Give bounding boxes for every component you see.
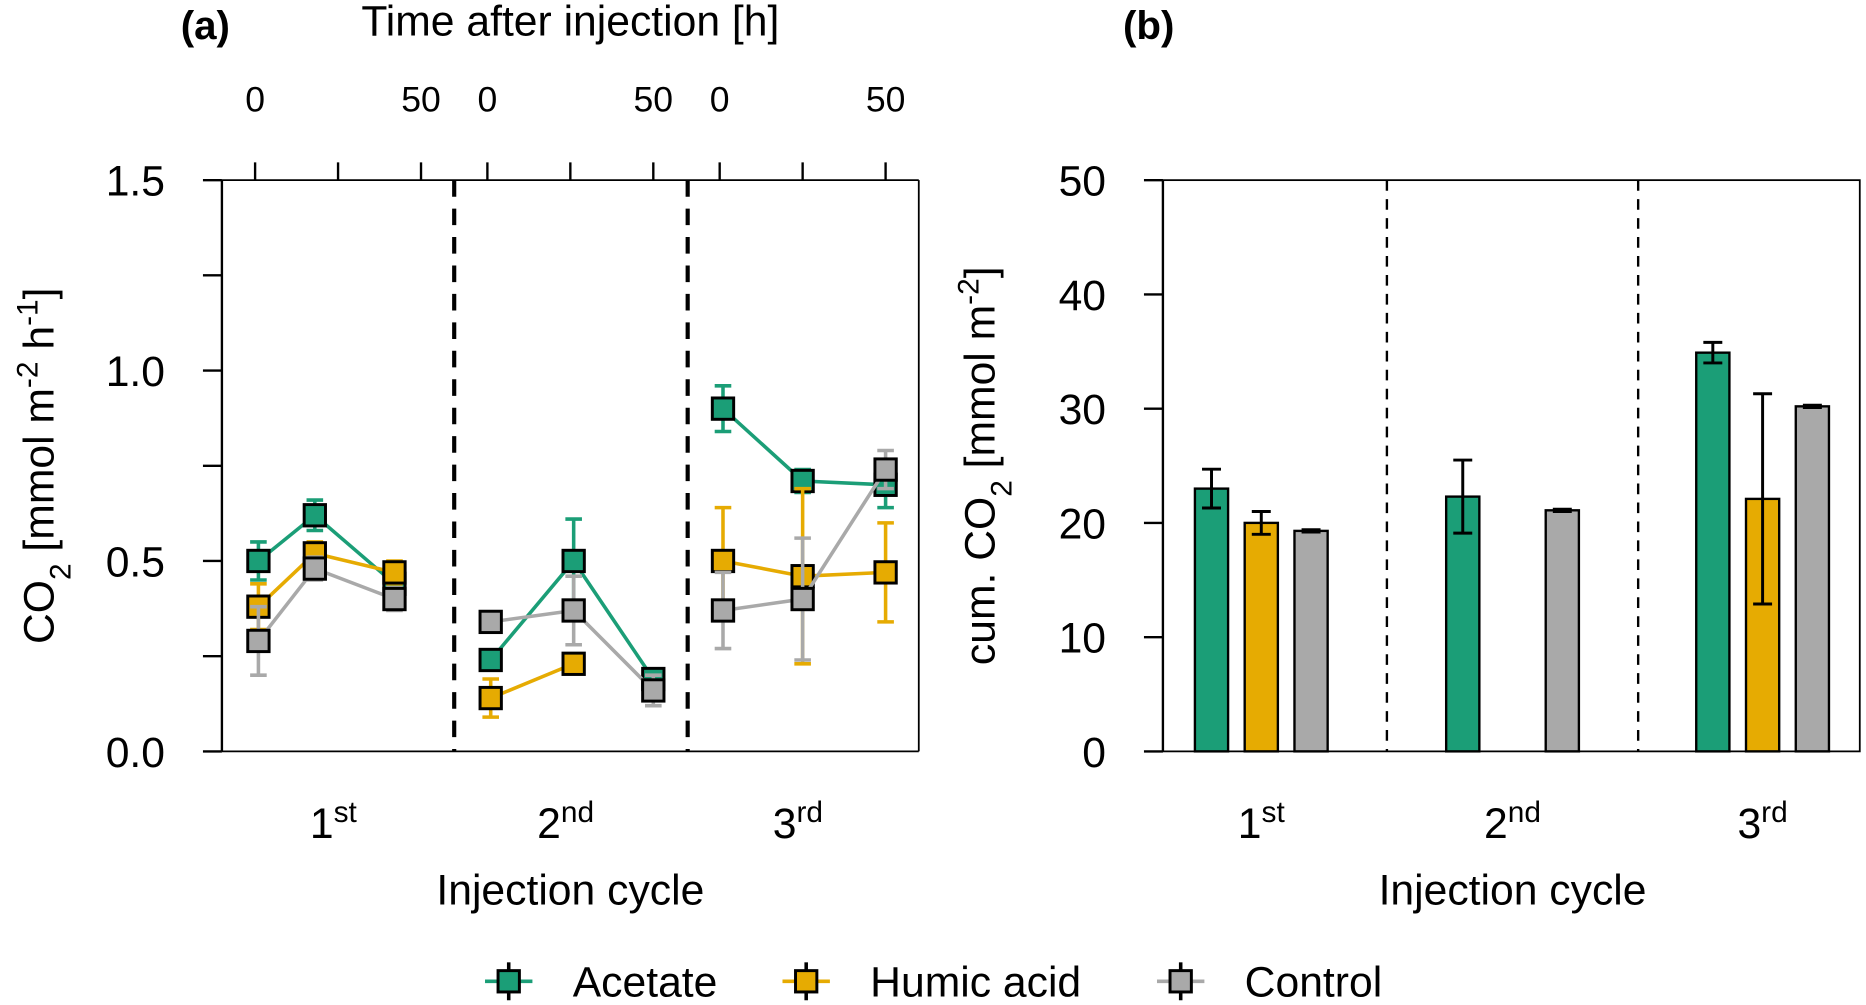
cycle-label-b-part: rd — [1761, 795, 1788, 828]
axis-title-part: [mmol m — [957, 305, 1005, 480]
data-point-acetate — [302, 503, 327, 528]
cycle-label-a: 1st — [310, 795, 358, 848]
y-tick-label-b: 20 — [1059, 500, 1106, 548]
y-axis-title-b: cum. CO2 [mmol m-2] — [952, 266, 1018, 665]
x-axis-title-b: Injection cycle — [1379, 866, 1647, 914]
data-point-control — [302, 556, 327, 581]
data-point-humic-acid — [561, 651, 586, 676]
data-point-humic-acid — [873, 560, 898, 585]
top-tick-label: 0 — [245, 79, 265, 119]
axis-title-superscript: -2 — [11, 362, 44, 389]
data-point-humic-acid — [382, 560, 407, 585]
bar-acetate — [1695, 351, 1731, 753]
cycle-label-b-part: 2 — [1484, 800, 1508, 848]
bar-control — [1794, 405, 1831, 753]
y-tick-label-a: 0.5 — [106, 538, 165, 586]
axis-title-superscript: -2 — [952, 278, 985, 305]
bar-humic-acid — [1243, 521, 1280, 753]
y-tick-label-a: 1.0 — [106, 348, 165, 396]
data-point-control — [790, 586, 815, 612]
axis-title-part: h — [16, 326, 64, 362]
axis-title-superscript: -1 — [11, 299, 44, 326]
cycle-label-b-part: nd — [1508, 795, 1541, 828]
legend-item-control: Control — [1156, 959, 1383, 1005]
bar-acetate — [1444, 495, 1481, 753]
data-point-acetate — [478, 647, 503, 673]
legend-label: Acetate — [573, 959, 718, 1005]
data-point-acetate — [710, 396, 736, 421]
legend-marker-icon — [496, 969, 521, 994]
cycle-label-a-part: st — [334, 795, 358, 828]
top-tick-label: 50 — [634, 79, 674, 119]
panel-label-a: (a) — [181, 3, 230, 48]
data-point-acetate — [246, 548, 271, 574]
data-point-humic-acid — [710, 548, 736, 574]
top-tick-label: 50 — [866, 79, 906, 119]
cycle-label-a: 2nd — [537, 795, 594, 848]
top-tick-label: 0 — [710, 79, 730, 119]
cycle-label-b-part: 3 — [1737, 800, 1761, 848]
cycle-label-a: 3rd — [773, 795, 823, 848]
cycle-label-a-part: nd — [561, 795, 594, 828]
cycle-label-b-part: st — [1262, 795, 1286, 828]
legend-label: Humic acid — [870, 959, 1081, 1005]
data-point-control — [246, 628, 271, 654]
y-tick-label-b: 50 — [1059, 158, 1106, 206]
y-tick-label-b: 40 — [1059, 272, 1106, 320]
cycle-label-a-part: rd — [796, 795, 823, 828]
axis-title-subscript: 2 — [44, 563, 77, 580]
cycle-label-b: 1st — [1238, 795, 1286, 848]
axis-title-part: CO — [957, 497, 1005, 561]
legend-item-acetate: Acetate — [485, 959, 717, 1005]
data-point-control — [873, 457, 898, 482]
series-line-humic-acid — [490, 662, 575, 700]
axis-title-part: [mmol m — [16, 388, 64, 563]
cycle-label-b-part: 1 — [1238, 800, 1262, 848]
y-tick-label-b: 10 — [1059, 615, 1106, 663]
bar-acetate — [1193, 487, 1230, 753]
cycle-label-b: 2nd — [1484, 795, 1541, 848]
cycle-label-a-part: 3 — [773, 800, 797, 848]
y-axis-title-a: CO2 [mmol m-2 h-1] — [11, 288, 77, 645]
cycle-label-a-part: 1 — [310, 800, 334, 848]
top-axis-title: Time after injection [h] — [361, 0, 779, 46]
data-point-humic-acid — [478, 685, 503, 711]
top-tick-label: 0 — [477, 79, 497, 119]
bar-control — [1293, 529, 1329, 753]
data-point-control — [478, 609, 503, 635]
data-point-control — [641, 678, 666, 703]
data-point-control — [710, 598, 736, 623]
axis-title-subscript: 2 — [985, 480, 1018, 497]
cycle-label-b: 3rd — [1737, 795, 1787, 848]
y-tick-label-a: 1.5 — [106, 158, 165, 206]
cycle-label-a-part: 2 — [537, 800, 561, 848]
legend-item-humic-acid: Humic acid — [782, 959, 1081, 1005]
axis-title-part: ] — [957, 266, 1005, 278]
top-tick-label: 50 — [401, 79, 441, 119]
axis-title-part: CO — [16, 580, 64, 644]
y-tick-label-b: 30 — [1059, 386, 1106, 434]
legend-marker-icon — [794, 969, 819, 994]
bar-control — [1544, 509, 1581, 753]
axis-title-part: ] — [16, 288, 64, 300]
data-point-control — [382, 586, 407, 612]
legend-label: Control — [1245, 959, 1383, 1005]
y-tick-label-a: 0.0 — [106, 729, 165, 777]
data-point-control — [561, 598, 586, 623]
x-axis-title-a: Injection cycle — [436, 866, 704, 914]
data-point-acetate — [561, 548, 586, 574]
panel-label-b: (b) — [1123, 3, 1174, 48]
axis-title-part: cum. — [957, 561, 1005, 665]
legend-marker-icon — [1168, 969, 1193, 994]
y-tick-label-b: 0 — [1082, 729, 1106, 777]
